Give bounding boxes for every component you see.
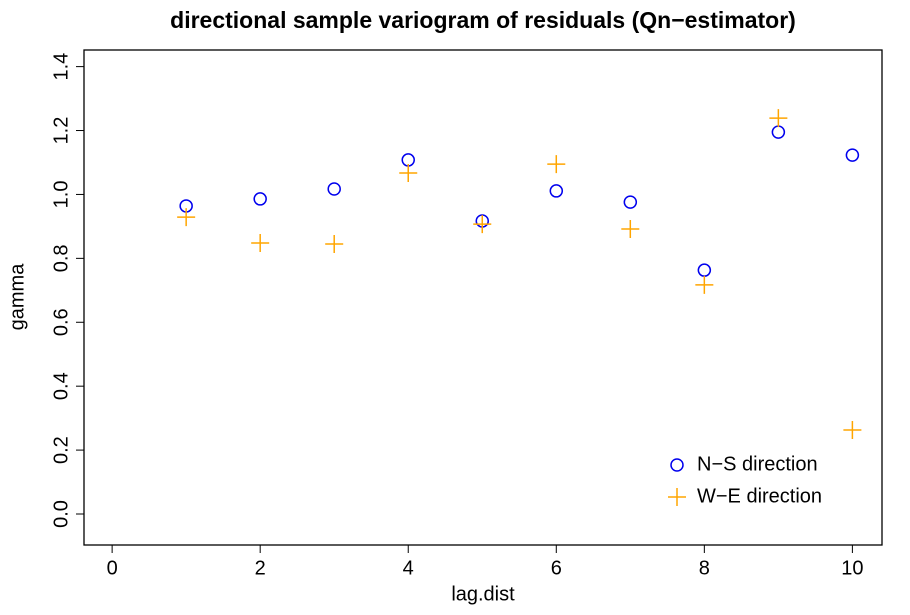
y-tick-label: 1.2 — [50, 117, 72, 145]
point — [327, 182, 341, 196]
point — [549, 184, 564, 198]
x-tick-label: 6 — [551, 557, 562, 579]
point — [399, 164, 418, 183]
y-tick-label: 0.0 — [50, 500, 72, 528]
x-tick-label: 10 — [841, 557, 863, 579]
legend-label: W−E direction — [697, 485, 822, 507]
point — [771, 125, 786, 139]
point — [325, 234, 344, 253]
legend-marker — [670, 458, 684, 472]
point — [697, 263, 712, 277]
plot-frame — [83, 49, 883, 546]
x-tick-label: 0 — [107, 557, 118, 579]
y-tick-label: 0.4 — [50, 372, 72, 400]
legend-marker — [668, 488, 686, 506]
chart-title: directional sample variogram of residual… — [170, 7, 796, 33]
y-axis-label: gamma — [6, 263, 28, 331]
x-tick-label: 8 — [699, 557, 710, 579]
y-tick-label: 0.6 — [50, 308, 72, 336]
legend-label: N−S direction — [697, 453, 818, 475]
point — [547, 155, 566, 174]
y-tick-label: 1.4 — [50, 53, 72, 81]
point — [473, 215, 492, 234]
point — [843, 420, 862, 439]
point — [845, 148, 860, 162]
point — [621, 219, 640, 238]
point — [253, 192, 267, 206]
point — [251, 234, 270, 253]
point — [769, 109, 788, 128]
y-tick-label: 0.2 — [50, 436, 72, 464]
point — [695, 275, 714, 294]
x-axis-label: lag.dist — [451, 583, 515, 605]
y-tick-label: 0.8 — [50, 244, 72, 272]
point — [177, 208, 196, 227]
y-tick-label: 1.0 — [50, 181, 72, 209]
x-tick-label: 2 — [255, 557, 266, 579]
x-tick-label: 4 — [403, 557, 414, 579]
point — [623, 195, 638, 209]
